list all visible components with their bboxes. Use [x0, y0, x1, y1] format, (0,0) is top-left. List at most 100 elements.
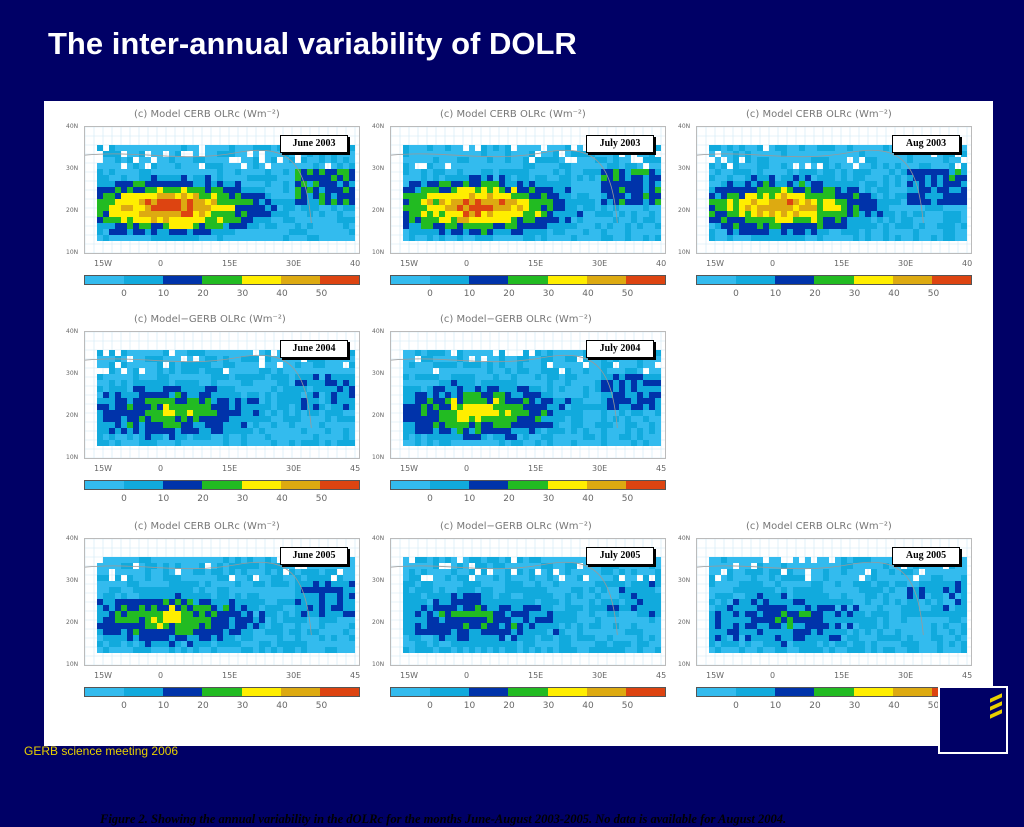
colorbar-segment — [124, 481, 163, 489]
longitude-label: 40 — [962, 259, 972, 268]
colorbar-segment — [736, 276, 775, 284]
longitude-label: 15W — [400, 464, 418, 473]
longitude-label: 15E — [222, 259, 237, 268]
map-title: (c) Model−GERB OLRc (Wm⁻²) — [440, 314, 592, 325]
latitude-label: 40N — [66, 123, 78, 130]
colorbar-tick-label: 20 — [809, 701, 820, 711]
colorbar-tick-label: 0 — [427, 494, 433, 504]
latitude-label: 40N — [372, 123, 384, 130]
colorbar-segment — [626, 481, 665, 489]
gerb-logo — [938, 686, 1008, 754]
colorbar-tick-label: 0 — [427, 289, 433, 299]
colorbar-tick-label: 0 — [733, 289, 739, 299]
colorbar-segment — [587, 481, 626, 489]
colorbar-tick-label: 30 — [849, 289, 860, 299]
colorbar-tick-label: 0 — [121, 289, 127, 299]
latitude-label: 10N — [66, 249, 78, 256]
latitude-label: 30N — [678, 577, 690, 584]
colorbar-segment — [697, 688, 736, 696]
colorbar-segment — [508, 481, 547, 489]
colorbar-segment — [202, 276, 241, 284]
colorbar-tick-label: 20 — [197, 701, 208, 711]
longitude-label: 0 — [770, 259, 775, 268]
longitude-label: 15E — [834, 671, 849, 680]
month-label: July 2004 — [586, 340, 654, 358]
colorbar-tick-label: 20 — [503, 289, 514, 299]
month-label: Aug 2003 — [892, 135, 960, 153]
colorbar-tick-label: 10 — [464, 701, 475, 711]
latitude-label: 40N — [372, 328, 384, 335]
colorbar-tick-label: 40 — [582, 701, 593, 711]
longitude-label: 30E — [898, 259, 913, 268]
colorbar-tick-label: 50 — [622, 289, 633, 299]
latitude-label: 30N — [372, 577, 384, 584]
colorbar-tick-label: 10 — [158, 701, 169, 711]
colorbar-segment — [124, 276, 163, 284]
latitude-label: 30N — [372, 165, 384, 172]
colorbar-tick-label: 40 — [888, 701, 899, 711]
longitude-label: 30E — [898, 671, 913, 680]
longitude-label: 40 — [656, 259, 666, 268]
colorbar-segment — [736, 688, 775, 696]
colorbar-segment — [320, 688, 359, 696]
colorbar-tick-label: 40 — [888, 289, 899, 299]
latitude-label: 20N — [372, 412, 384, 419]
colorbar-tick-label: 20 — [809, 289, 820, 299]
colorbar-tick-label: 0 — [121, 494, 127, 504]
colorbar-segment — [626, 276, 665, 284]
colorbar-tick-label: 10 — [158, 494, 169, 504]
longitude-label: 30E — [592, 671, 607, 680]
colorbar-segment — [163, 688, 202, 696]
colorbar-tick-label: 10 — [158, 289, 169, 299]
latitude-label: 20N — [66, 207, 78, 214]
colorbar-tick-label: 50 — [928, 289, 939, 299]
latitude-label: 40N — [66, 328, 78, 335]
colorbar-segment — [697, 276, 736, 284]
colorbar-segment — [469, 276, 508, 284]
colorbar-segment — [430, 276, 469, 284]
longitude-label: 0 — [158, 259, 163, 268]
colorbar-segment — [281, 276, 320, 284]
longitude-label: 15E — [528, 671, 543, 680]
longitude-label: 30E — [286, 464, 301, 473]
colorbar-tick-label: 50 — [622, 701, 633, 711]
latitude-label: 30N — [66, 577, 78, 584]
longitude-label: 15W — [400, 259, 418, 268]
colorbar-segment — [854, 276, 893, 284]
longitude-label: 15W — [94, 464, 112, 473]
colorbar-segment — [548, 481, 587, 489]
colorbar-segment — [469, 688, 508, 696]
longitude-label: 15E — [222, 671, 237, 680]
slide-title: The inter-annual variability of DOLR — [48, 26, 577, 62]
latitude-label: 30N — [66, 370, 78, 377]
month-label: June 2005 — [280, 547, 348, 565]
colorbar-segment — [320, 481, 359, 489]
colorbar-tick-label: 30 — [543, 494, 554, 504]
colorbar — [84, 480, 360, 490]
latitude-label: 10N — [66, 661, 78, 668]
longitude-label: 45 — [350, 464, 360, 473]
colorbar-tick-label: 50 — [622, 494, 633, 504]
latitude-label: 20N — [372, 619, 384, 626]
map-title: (c) Model CERB OLRc (Wm⁻²) — [440, 109, 586, 120]
colorbar-tick-label: 30 — [543, 289, 554, 299]
colorbar-tick-label: 40 — [276, 494, 287, 504]
longitude-label: 45 — [350, 671, 360, 680]
latitude-label: 20N — [372, 207, 384, 214]
longitude-label: 15E — [528, 464, 543, 473]
latitude-label: 10N — [678, 661, 690, 668]
colorbar-tick-label: 40 — [582, 494, 593, 504]
longitude-label: 0 — [158, 671, 163, 680]
colorbar-segment — [202, 688, 241, 696]
colorbar-tick-label: 30 — [237, 289, 248, 299]
longitude-label: 15W — [400, 671, 418, 680]
colorbar-segment — [775, 688, 814, 696]
latitude-label: 40N — [678, 535, 690, 542]
colorbar-tick-label: 10 — [464, 289, 475, 299]
colorbar-tick-label: 20 — [503, 701, 514, 711]
month-label: July 2005 — [586, 547, 654, 565]
colorbar-tick-label: 10 — [770, 289, 781, 299]
colorbar-segment — [430, 481, 469, 489]
colorbar-segment — [626, 688, 665, 696]
colorbar-tick-label: 40 — [276, 289, 287, 299]
